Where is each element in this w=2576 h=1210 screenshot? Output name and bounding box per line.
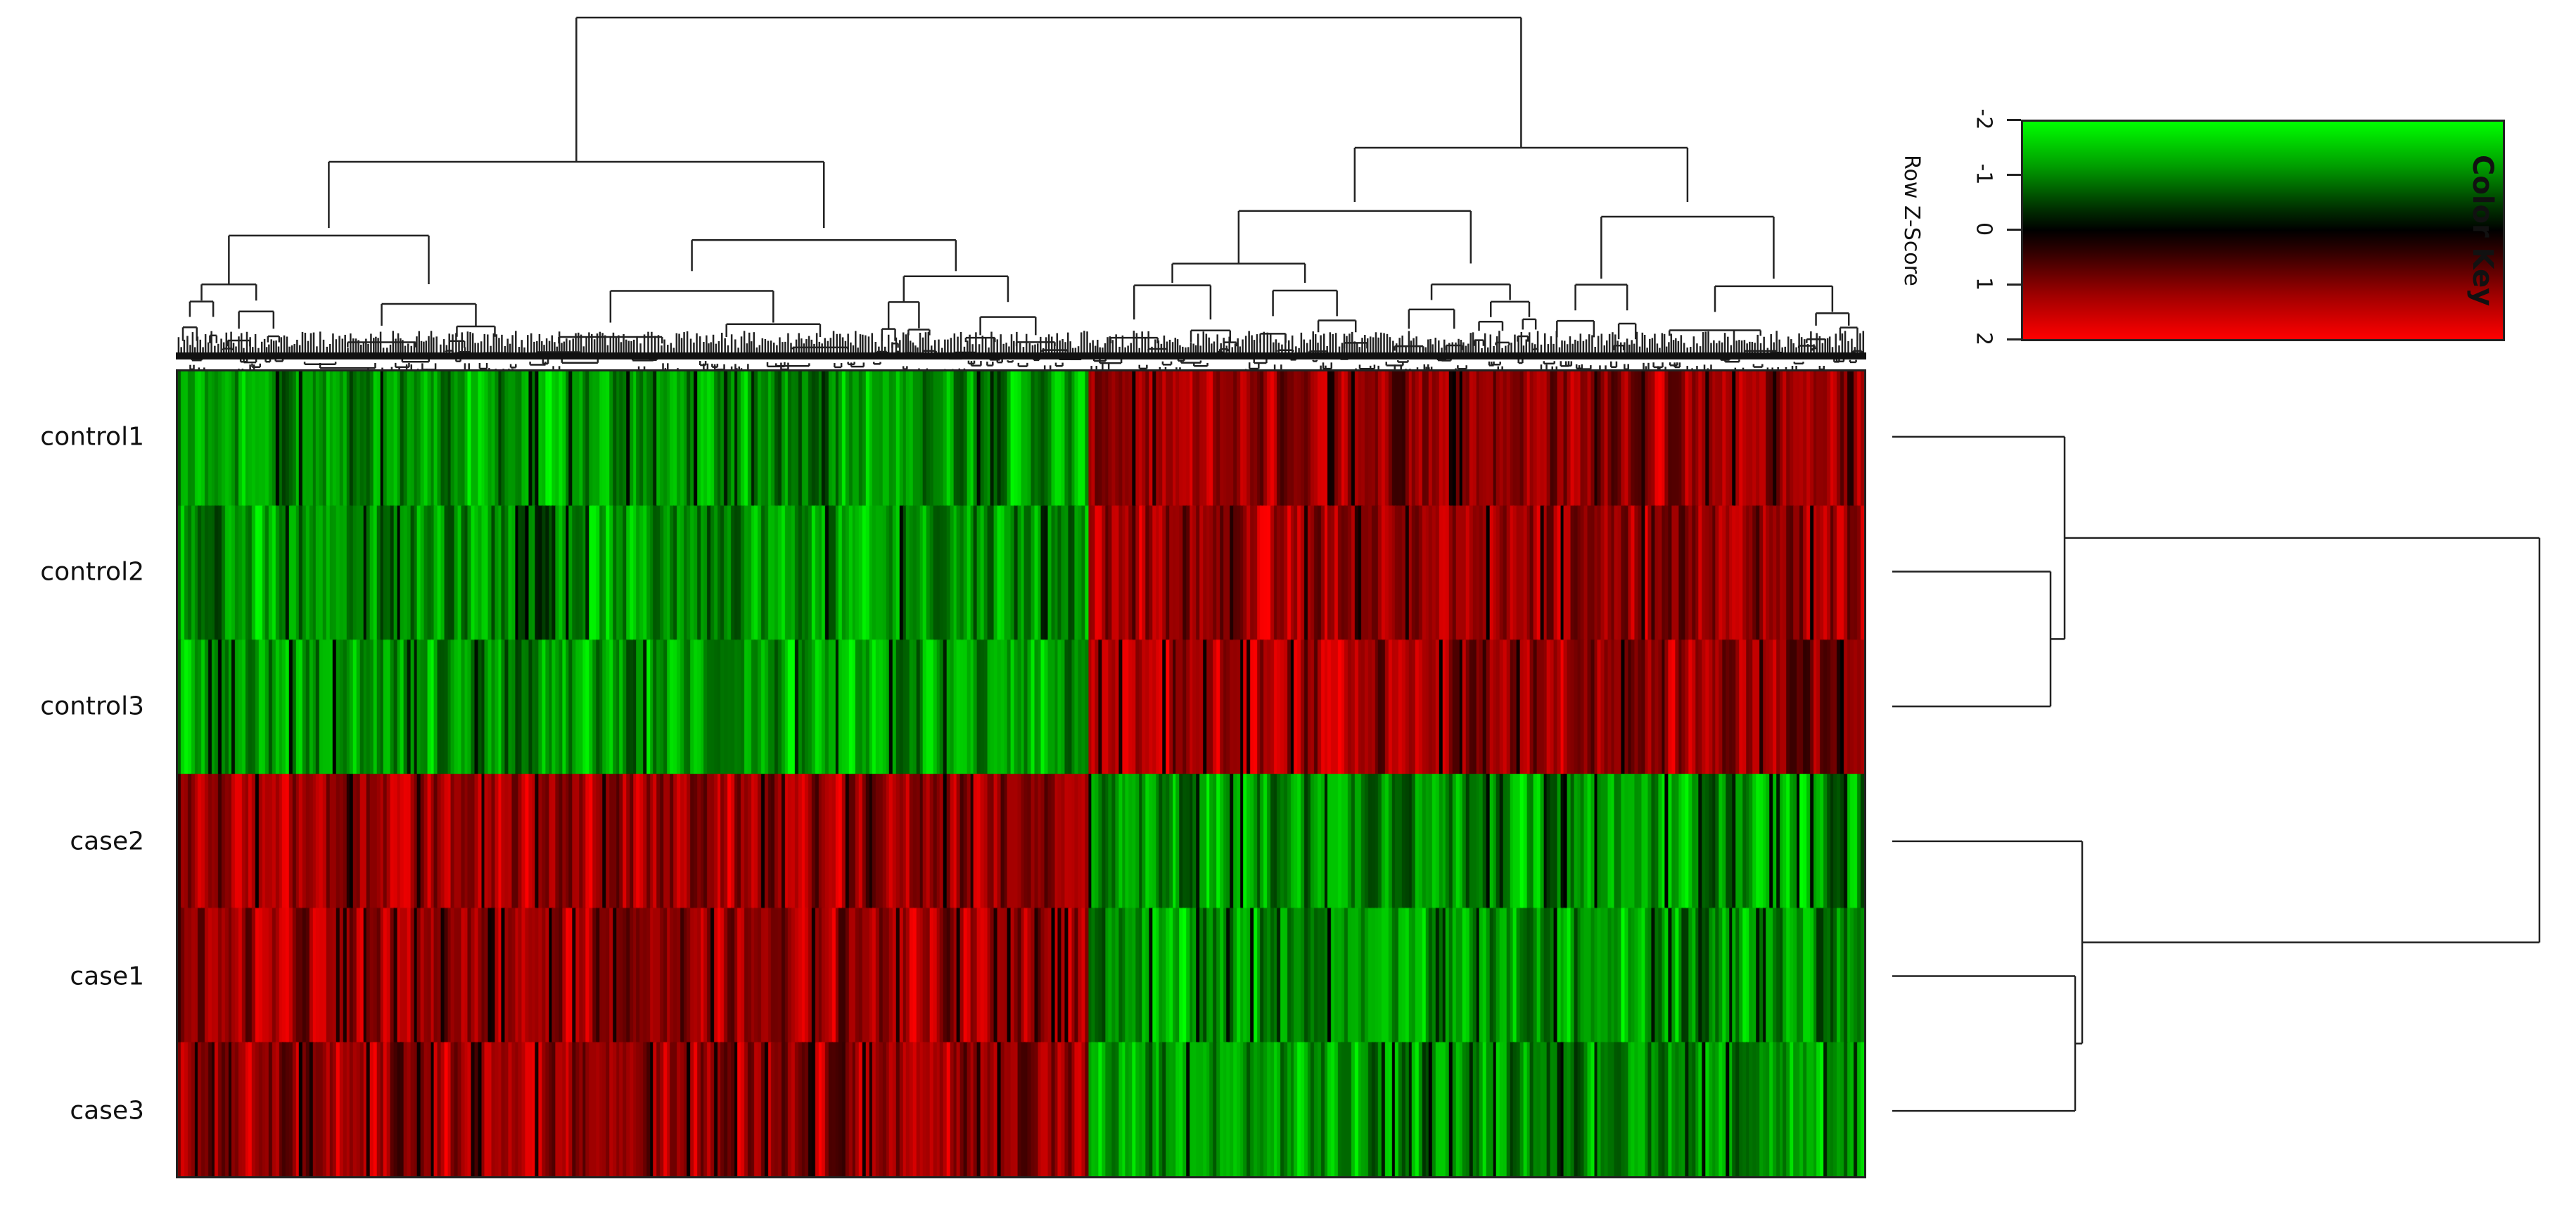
row-label: case3 xyxy=(70,1096,144,1126)
color-key-title: Color Key xyxy=(2466,155,2499,307)
row-label: control1 xyxy=(40,422,144,452)
row-label: control2 xyxy=(40,557,144,586)
color-key-tick-label: 0 xyxy=(1971,222,1996,236)
row-label: case2 xyxy=(70,827,144,856)
color-key-bar xyxy=(2021,120,2505,341)
row-label: case1 xyxy=(70,962,144,991)
color-key-tickmark xyxy=(2007,174,2021,176)
color-key-tickmark xyxy=(2007,338,2021,340)
color-key-tickmark xyxy=(2007,284,2021,286)
color-key-tick-label: -2 xyxy=(1971,108,1996,130)
heatmap-grid xyxy=(176,369,1866,1178)
row-label: control3 xyxy=(40,692,144,721)
color-key-axis-label: Row Z-Score xyxy=(1899,155,1924,286)
color-key-tick-label: -1 xyxy=(1971,163,1996,185)
heatmap-cells xyxy=(178,371,1864,1176)
color-key-tick-label: 2 xyxy=(1971,331,1996,346)
color-key-tickmark xyxy=(2007,229,2021,231)
color-key-tick-label: 1 xyxy=(1971,276,1996,291)
color-key-tickmark xyxy=(2007,119,2021,121)
